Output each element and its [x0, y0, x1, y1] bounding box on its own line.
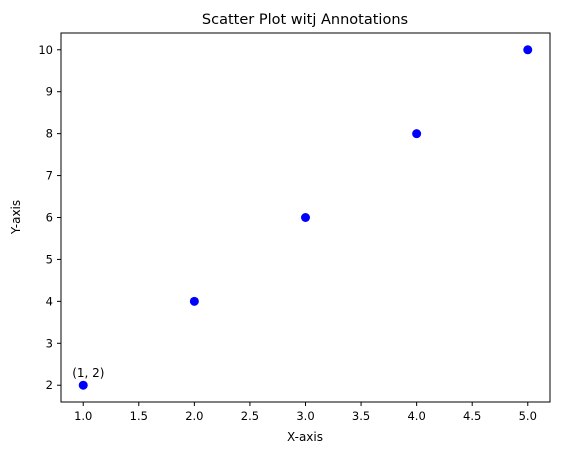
y-tick-label: 9 — [46, 85, 53, 99]
y-tick-label: 3 — [46, 336, 53, 350]
data-point — [412, 129, 422, 139]
x-axis-ticks: 1.0 1.5 2.0 2.5 3.0 3.5 4.0 4.5 5.0 — [74, 402, 537, 423]
y-tick-label: 6 — [46, 211, 53, 225]
y-tick-label: 2 — [46, 378, 53, 392]
point-annotation: (1, 2) — [72, 366, 104, 380]
x-tick-label: 4.5 — [463, 409, 481, 423]
y-tick-label: 8 — [46, 127, 53, 141]
data-point — [523, 45, 533, 55]
x-tick-label: 2.5 — [241, 409, 259, 423]
x-tick-label: 2.0 — [185, 409, 203, 423]
chart-title: Scatter Plot witj Annotations — [202, 12, 408, 28]
x-tick-label: 3.5 — [352, 409, 370, 423]
y-axis-label: Y-axis — [9, 200, 23, 235]
x-tick-label: 1.5 — [130, 409, 148, 423]
x-tick-label: 3.0 — [296, 409, 314, 423]
y-axis-ticks: 2 3 4 5 6 7 8 9 10 — [38, 43, 61, 392]
data-point — [301, 213, 310, 222]
annotations: (1, 2) — [72, 366, 104, 380]
y-tick-label: 10 — [38, 43, 53, 57]
y-tick-label: 4 — [46, 294, 53, 308]
y-tick-label: 5 — [46, 252, 53, 266]
x-tick-label: 4.0 — [407, 409, 425, 423]
y-tick-label: 7 — [46, 169, 53, 183]
data-point — [78, 380, 88, 390]
x-axis-label: X-axis — [287, 430, 323, 444]
x-tick-label: 1.0 — [74, 409, 92, 423]
data-point — [189, 296, 199, 306]
data-points — [78, 45, 533, 390]
x-tick-label: 5.0 — [519, 409, 537, 423]
